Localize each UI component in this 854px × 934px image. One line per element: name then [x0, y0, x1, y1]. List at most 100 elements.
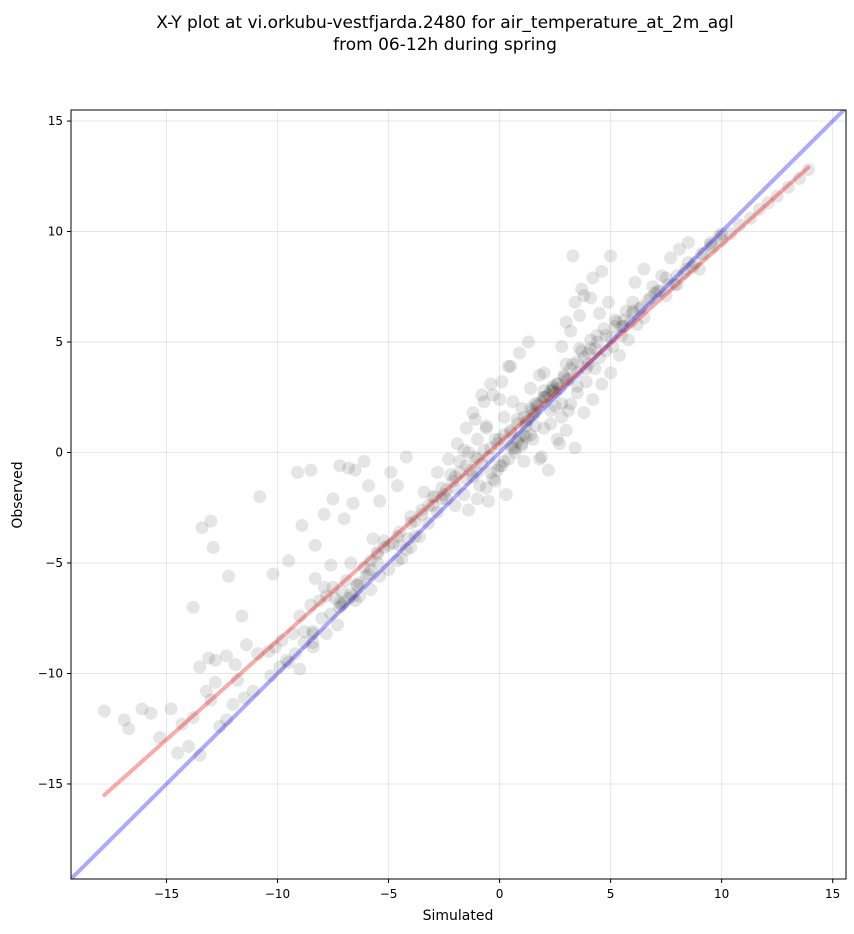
data-point [453, 465, 467, 479]
data-point [479, 481, 493, 495]
data-point [688, 255, 702, 269]
data-point [630, 317, 644, 331]
data-point [481, 450, 495, 464]
data-point [679, 262, 693, 276]
data-point [573, 342, 587, 356]
data-point [335, 585, 349, 599]
data-point [581, 346, 595, 360]
data-point [497, 454, 511, 468]
data-point [564, 362, 578, 376]
data-point [546, 381, 560, 395]
data-point [333, 596, 347, 610]
data-point [282, 554, 296, 568]
data-point [439, 483, 453, 497]
data-point [484, 377, 498, 391]
x-tick-label: −15 [154, 887, 179, 901]
data-point [182, 739, 196, 753]
data-point [493, 432, 507, 446]
data-point [595, 377, 609, 391]
data-point [517, 454, 531, 468]
data-point [415, 503, 429, 517]
data-point [546, 379, 560, 393]
data-point [655, 269, 669, 283]
data-point [530, 397, 544, 411]
data-point [568, 295, 582, 309]
data-point [239, 638, 253, 652]
fit-line [102, 165, 811, 798]
data-point [553, 381, 567, 395]
data-point [564, 324, 578, 338]
data-point [615, 328, 629, 342]
data-point [612, 348, 626, 362]
data-point [533, 452, 547, 466]
data-point [526, 408, 540, 422]
data-point [555, 397, 569, 411]
data-point [595, 264, 609, 278]
data-point [624, 315, 638, 329]
data-point [202, 651, 216, 665]
data-point [399, 543, 413, 557]
data-point [537, 384, 551, 398]
x-tick-label: 0 [496, 887, 504, 901]
data-point [337, 512, 351, 526]
data-point [541, 463, 555, 477]
data-point [475, 388, 489, 402]
data-point [593, 350, 607, 364]
data-point [501, 452, 515, 466]
data-point [535, 395, 549, 409]
data-point [559, 357, 573, 371]
data-point [559, 423, 573, 437]
data-point [208, 653, 222, 667]
data-point [459, 472, 473, 486]
data-point [295, 518, 309, 532]
data-point [641, 293, 655, 307]
data-point [561, 373, 575, 387]
data-point [219, 649, 233, 663]
data-point [135, 702, 149, 716]
data-point [461, 503, 475, 517]
data-point [359, 569, 373, 583]
data-point [497, 410, 511, 424]
data-point [206, 541, 220, 555]
data-point [537, 390, 551, 404]
data-point [608, 313, 622, 327]
data-point [484, 441, 498, 455]
data-point [315, 611, 329, 625]
data-point [550, 377, 564, 391]
data-point [279, 653, 293, 667]
data-point [459, 421, 473, 435]
data-point [308, 571, 322, 585]
data-point [313, 594, 327, 608]
data-point [339, 574, 353, 588]
data-point [390, 554, 404, 568]
data-point [535, 450, 549, 464]
data-point [275, 633, 289, 647]
data-point [632, 302, 646, 316]
data-point [404, 516, 418, 530]
data-point [570, 366, 584, 380]
data-points [97, 163, 815, 762]
data-point [448, 499, 462, 513]
data-point [577, 350, 591, 364]
data-point [475, 457, 489, 471]
data-point [435, 492, 449, 506]
data-point [528, 419, 542, 433]
data-point [732, 218, 746, 232]
data-point [251, 647, 265, 661]
data-point [97, 704, 111, 718]
data-point [366, 532, 380, 546]
data-point [570, 355, 584, 369]
data-point [304, 598, 318, 612]
data-point [617, 313, 631, 327]
data-point [566, 357, 580, 371]
y-tick-label: −5 [45, 556, 63, 570]
data-point [604, 249, 618, 263]
data-point [704, 238, 718, 252]
data-point [186, 711, 200, 725]
data-point [342, 461, 356, 475]
data-point [508, 446, 522, 460]
data-point [686, 260, 700, 274]
data-point [466, 470, 480, 484]
data-point [486, 472, 500, 486]
data-point [384, 465, 398, 479]
